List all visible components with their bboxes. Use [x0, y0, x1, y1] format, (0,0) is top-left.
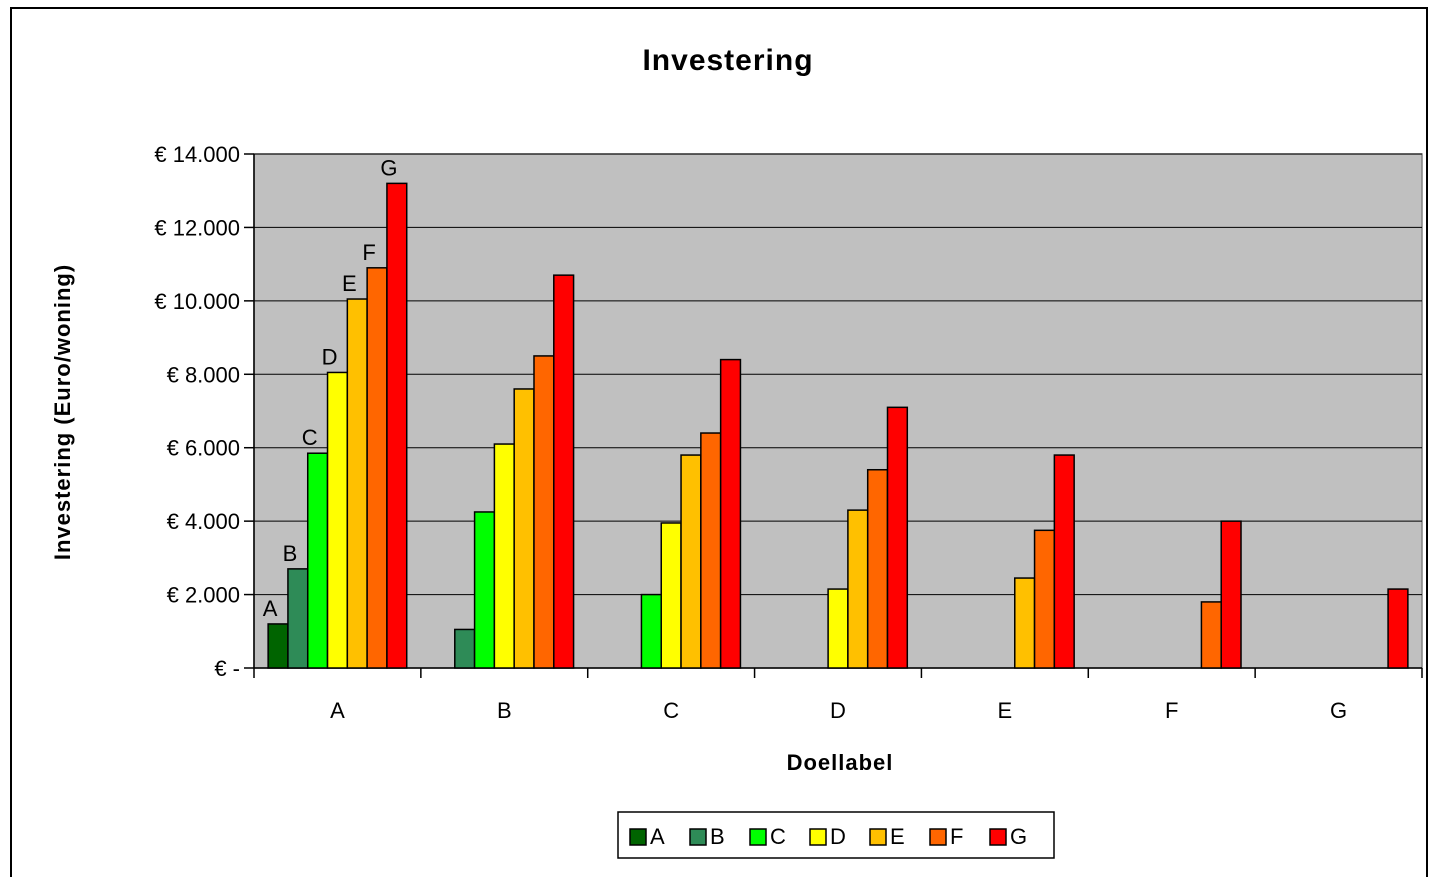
- bar-annotation: F: [362, 240, 375, 265]
- bar: [326, 371, 349, 669]
- bar: [1033, 529, 1056, 669]
- bar: [346, 298, 368, 669]
- y-axis-title: Investering (Euro/woning): [50, 264, 75, 560]
- bar: [533, 355, 555, 669]
- y-tick-label: € 2.000: [167, 583, 240, 608]
- legend-label: D: [830, 824, 846, 849]
- x-tick-label: C: [663, 698, 679, 723]
- bar: [1220, 520, 1242, 669]
- y-tick-label: € 4.000: [167, 509, 240, 534]
- bar-annotation: A: [263, 596, 278, 621]
- x-axis-title: Doellabel: [787, 750, 894, 775]
- x-tick-label: B: [497, 698, 512, 723]
- legend-swatch: [929, 828, 947, 846]
- legend-label: A: [650, 824, 665, 849]
- bar: [493, 443, 515, 669]
- bar: [680, 454, 702, 669]
- y-tick-label: € 12.000: [154, 215, 240, 240]
- bar: [847, 509, 869, 669]
- x-tick-label: D: [830, 698, 846, 723]
- bar: [866, 468, 889, 669]
- legend-swatch: [809, 828, 827, 846]
- legend-label: B: [710, 824, 725, 849]
- bar: [719, 358, 742, 669]
- bar: [660, 522, 682, 669]
- bar: [386, 182, 408, 669]
- y-tick-label: € -: [214, 656, 240, 681]
- bar: [1053, 454, 1075, 669]
- x-tick-label: E: [998, 698, 1013, 723]
- bar: [513, 388, 535, 669]
- bar-annotation: E: [342, 271, 357, 296]
- bar: [640, 593, 662, 669]
- bar: [827, 588, 849, 669]
- legend-label: E: [890, 824, 905, 849]
- bar: [366, 267, 388, 669]
- y-tick-label: € 8.000: [167, 362, 240, 387]
- bar: [267, 623, 289, 669]
- bar: [1200, 601, 1222, 669]
- legend-swatch: [869, 828, 887, 846]
- legend-swatch: [989, 828, 1007, 846]
- bar: [287, 568, 309, 669]
- x-tick-label: G: [1330, 698, 1347, 723]
- plot-area: € - € 2.000 € 4.000 € 6.000 € 8.000 € 10.000 €…: [154, 142, 1423, 723]
- legend-swatch: [749, 828, 767, 846]
- bar: [1014, 577, 1036, 669]
- bar-annotation: D: [322, 344, 338, 369]
- chart-frame: [10, 7, 1428, 877]
- legend-swatch: [629, 828, 647, 846]
- bar-annotation: B: [283, 541, 298, 566]
- bar: [306, 452, 329, 669]
- legend-label: G: [1010, 824, 1027, 849]
- y-tick-label: € 6.000: [167, 436, 240, 461]
- x-tick-label: A: [330, 698, 345, 723]
- bar: [886, 406, 909, 669]
- legend-label: C: [770, 824, 786, 849]
- bar: [454, 628, 476, 669]
- legend: A B C D E F G: [617, 811, 1055, 859]
- bar: [700, 432, 722, 669]
- y-tick-label: € 10.000: [154, 289, 240, 314]
- bar-annotation: G: [380, 155, 397, 180]
- bar: [553, 274, 575, 669]
- bar-annotation: C: [302, 425, 318, 450]
- legend-label: F: [950, 824, 963, 849]
- bar: [1387, 588, 1409, 669]
- x-tick-label: F: [1165, 698, 1178, 723]
- legend-swatch: [689, 828, 707, 846]
- bar: [473, 511, 496, 669]
- y-tick-label: € 14.000: [154, 142, 240, 167]
- chart-title: Investering: [642, 44, 813, 77]
